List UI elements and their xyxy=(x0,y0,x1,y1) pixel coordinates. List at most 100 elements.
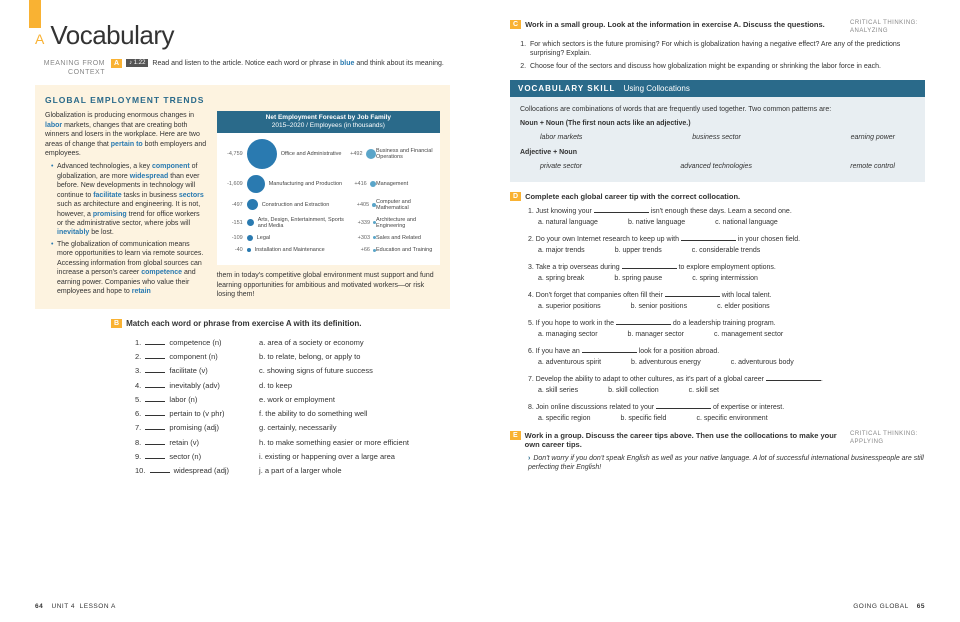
match-term[interactable]: 9. sector (n) xyxy=(135,450,229,464)
option[interactable]: b. upper trends xyxy=(615,246,662,257)
option[interactable]: a. major trends xyxy=(538,246,585,257)
pattern1-examples: labor marketsbusiness sectorearning powe… xyxy=(520,131,915,145)
fill-blank[interactable] xyxy=(656,402,711,409)
exercise-badge-e: E xyxy=(510,431,521,440)
career-tip: 8. Join online discussions related to yo… xyxy=(528,402,925,425)
option[interactable]: b. spring pause xyxy=(614,274,662,285)
match-def: h. to make something easier or more effi… xyxy=(259,436,409,450)
match-def: b. to relate, belong, or apply to xyxy=(259,350,409,364)
option[interactable]: a. adventurous spirit xyxy=(538,358,601,369)
option[interactable]: b. adventurous energy xyxy=(631,358,701,369)
match-term[interactable]: 7. promising (adj) xyxy=(135,421,229,435)
option[interactable]: b. skill collection xyxy=(608,386,659,397)
tips-list: 1. Just knowing your isn't enough these … xyxy=(528,206,925,425)
exercise-c-row: C Work in a small group. Look at the inf… xyxy=(510,20,925,36)
fill-blank[interactable] xyxy=(616,318,671,325)
chart-row: -109Legal+303Sales and Related xyxy=(221,235,436,241)
page-title: Vocabulary xyxy=(50,20,174,51)
career-tip: 3. Take a trip overseas during to explor… xyxy=(528,262,925,285)
exercise-d-instruction: Complete each global career tip with the… xyxy=(525,192,925,202)
match-term[interactable]: 2. component (n) xyxy=(135,350,229,364)
tip-options: a. skill series b. skill collection c. ski… xyxy=(538,386,925,397)
match-term[interactable]: 4. inevitably (adv) xyxy=(135,379,229,393)
exercise-b-row: B Match each word or phrase from exercis… xyxy=(35,319,450,329)
career-tip: 6. If you have an look for a position ab… xyxy=(528,346,925,369)
chart-row: -1,609Manufacturing and Production+416Ma… xyxy=(221,175,436,193)
option[interactable]: a. natural language xyxy=(538,218,598,229)
exercise-c-list: For which sectors is the future promisin… xyxy=(528,40,925,72)
career-tip: 7. Develop the ability to adapt to other… xyxy=(528,374,925,397)
match-term[interactable]: 6. pertain to (v phr) xyxy=(135,407,229,421)
exercise-badge-b: B xyxy=(111,319,122,328)
option[interactable]: a. skill series xyxy=(538,386,578,397)
option[interactable]: c. national language xyxy=(715,218,778,229)
fill-blank[interactable] xyxy=(622,262,677,269)
title-letter: A xyxy=(35,31,44,47)
exercise-d-row: D Complete each global career tip with t… xyxy=(510,192,925,202)
fill-blank[interactable] xyxy=(766,374,821,381)
exercise-c-instruction: Work in a small group. Look at the infor… xyxy=(525,20,842,30)
option[interactable]: c. skill set xyxy=(689,386,719,397)
critical-thinking-applying: CRITICAL THINKING: APPLYING xyxy=(850,431,925,447)
meaning-from-context-label: MEANING FROM CONTEXT xyxy=(35,59,105,77)
article-para1: Globalization is producing enormous chan… xyxy=(45,111,207,158)
title-row: A Vocabulary xyxy=(35,20,450,51)
match-def: e. work or employment xyxy=(259,393,409,407)
tip-options: a. major trends b. upper trends c. conside… xyxy=(538,246,925,257)
footer-left: 64 UNIT 4 LESSON A xyxy=(35,603,116,610)
exercise-e-instruction: Work in a group. Discuss the career tips… xyxy=(525,431,842,451)
page-right: C Work in a small group. Look at the inf… xyxy=(480,0,960,622)
match-term[interactable]: 8. retain (v) xyxy=(135,436,229,450)
fill-blank[interactable] xyxy=(681,234,736,241)
option[interactable]: b. manager sector xyxy=(628,330,684,341)
audio-icon: ♪ 1.22 xyxy=(126,59,148,67)
option[interactable]: c. management sector xyxy=(714,330,783,341)
tip-options: a. superior positions b. senior positions… xyxy=(538,302,925,313)
tip-options: a. spring break b. spring pause c. spring … xyxy=(538,274,925,285)
option[interactable]: c. adventurous body xyxy=(731,358,794,369)
option[interactable]: b. native language xyxy=(628,218,685,229)
option[interactable]: c. spring intermission xyxy=(692,274,758,285)
fill-blank[interactable] xyxy=(665,290,720,297)
option[interactable]: a. specific region xyxy=(538,414,591,425)
match-term[interactable]: 3. facilitate (v) xyxy=(135,364,229,378)
chart-row: -40Installation and Maintenance+66Educat… xyxy=(221,247,436,253)
tip-options: a. managing sector b. manager sector c. ma… xyxy=(538,330,925,341)
option[interactable]: a. managing sector xyxy=(538,330,598,341)
pattern2-examples: private sectoradvanced technologiesremot… xyxy=(520,160,915,174)
option[interactable]: a. spring break xyxy=(538,274,584,285)
tip-options: a. adventurous spirit b. adventurous ener… xyxy=(538,358,925,369)
footer-right: GOING GLOBAL 65 xyxy=(853,603,925,610)
tip-options: a. natural language b. native language c. … xyxy=(538,218,925,229)
option[interactable]: a. superior positions xyxy=(538,302,601,313)
option[interactable]: c. specific environment xyxy=(696,414,767,425)
vocab-skill-box: VOCABULARY SKILL Using Collocations Coll… xyxy=(510,80,925,182)
match-term[interactable]: 5. labor (n) xyxy=(135,393,229,407)
option[interactable]: b. senior positions xyxy=(631,302,687,313)
chart-area: Net Employment Forecast by Job Family 20… xyxy=(217,111,440,299)
article-text: Globalization is producing enormous chan… xyxy=(45,111,207,299)
exercise-badge-a: A xyxy=(111,59,122,68)
critical-thinking-analyzing: CRITICAL THINKING: ANALYZING xyxy=(850,20,925,36)
match-term[interactable]: 10. widespread (adj) xyxy=(135,464,229,478)
skill-header: VOCABULARY SKILL Using Collocations xyxy=(510,80,925,97)
option[interactable]: c. considerable trends xyxy=(692,246,760,257)
option[interactable]: b. specific field xyxy=(621,414,667,425)
chart-row: -4,759Office and Administrative+492Busin… xyxy=(221,139,436,169)
exercise-badge-d: D xyxy=(510,192,521,201)
chevron-icon: › xyxy=(528,455,530,462)
exercise-e-row: E Work in a group. Discuss the career ti… xyxy=(510,431,925,451)
match-grid: 1. competence (n)2. component (n)3. faci… xyxy=(135,336,450,479)
chart-header: Net Employment Forecast by Job Family 20… xyxy=(217,111,440,133)
option[interactable]: c. elder positions xyxy=(717,302,770,313)
fill-blank[interactable] xyxy=(582,346,637,353)
match-term[interactable]: 1. competence (n) xyxy=(135,336,229,350)
chart-row: -151Arts, Design, Entertainment, Sports … xyxy=(221,217,436,229)
fill-blank[interactable] xyxy=(594,206,649,213)
match-terms: 1. competence (n)2. component (n)3. faci… xyxy=(135,336,229,479)
career-tip: 1. Just knowing your isn't enough these … xyxy=(528,206,925,229)
article-bullet2: The globalization of communication means… xyxy=(51,240,207,297)
page-left: A Vocabulary MEANING FROM CONTEXT A ♪ 1.… xyxy=(0,0,480,622)
match-def: j. a part of a larger whole xyxy=(259,464,409,478)
career-tip: 4. Don't forget that companies often fil… xyxy=(528,290,925,313)
